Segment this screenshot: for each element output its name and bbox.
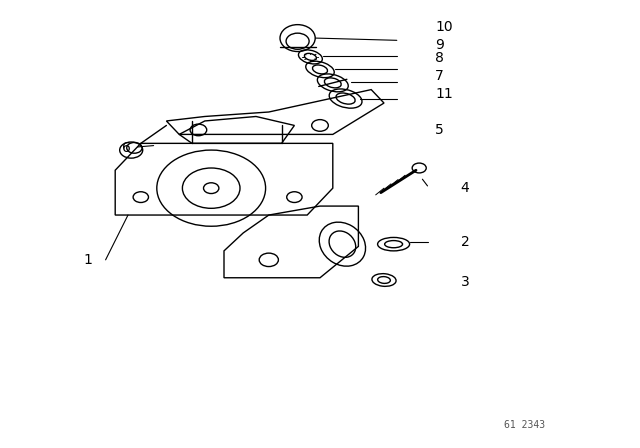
Text: 61 2343: 61 2343 xyxy=(504,420,545,430)
Text: 2: 2 xyxy=(461,235,470,249)
Text: 11: 11 xyxy=(435,87,453,101)
Text: 5: 5 xyxy=(435,123,444,137)
Text: 1: 1 xyxy=(83,253,92,267)
Text: 8: 8 xyxy=(435,51,444,65)
Text: 9: 9 xyxy=(435,38,444,52)
Text: 3: 3 xyxy=(461,275,470,289)
Text: 7: 7 xyxy=(435,69,444,83)
Text: 10: 10 xyxy=(435,20,453,34)
Text: 4: 4 xyxy=(461,181,470,195)
Text: 6: 6 xyxy=(122,141,131,155)
